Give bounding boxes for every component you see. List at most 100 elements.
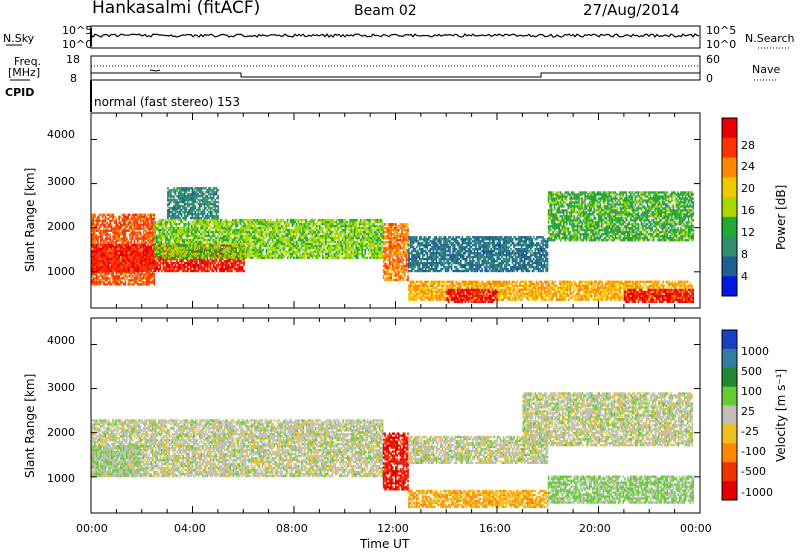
data-cell (251, 246, 254, 250)
data-cell (150, 227, 152, 230)
data-cell (296, 226, 298, 230)
data-cell (100, 281, 102, 284)
data-cell (372, 244, 374, 248)
data-cell (268, 236, 271, 240)
nsky-tick-high: 10^5 (62, 24, 92, 37)
data-cell (186, 263, 189, 267)
data-cell (341, 238, 344, 242)
data-cell (164, 269, 166, 273)
data-cell (283, 244, 286, 248)
data-cell (92, 221, 95, 224)
data-cell (101, 281, 104, 284)
data-cell (147, 250, 149, 253)
data-cell (236, 228, 239, 232)
data-cell (197, 222, 199, 226)
data-cell (103, 281, 105, 284)
data-cell (184, 248, 187, 252)
data-cell (196, 197, 198, 200)
data-cell (194, 257, 197, 261)
data-cell (242, 228, 245, 232)
data-cell (177, 267, 180, 271)
data-cell (115, 283, 117, 286)
data-cell (379, 242, 382, 246)
data-cell (280, 234, 283, 238)
data-cell (233, 248, 236, 252)
data-cell (277, 238, 280, 242)
data-cell (228, 259, 230, 263)
data-cell (235, 261, 238, 265)
data-cell (332, 248, 335, 252)
data-cell (156, 261, 159, 265)
data-cell (95, 229, 98, 232)
data-cell (159, 263, 162, 267)
data-cell (189, 248, 192, 252)
data-cell (340, 224, 342, 228)
data-cell (314, 232, 316, 236)
data-cell (138, 241, 140, 244)
data-cell (261, 220, 263, 224)
data-cell (325, 220, 327, 224)
data-cell (180, 257, 183, 261)
data-cell (190, 203, 192, 206)
data-cell (356, 240, 359, 244)
data-cell (153, 269, 155, 273)
data-cell (238, 254, 240, 257)
data-cell (203, 257, 206, 261)
data-cell (158, 244, 160, 247)
data-cell (138, 245, 140, 248)
data-cell (244, 240, 246, 244)
data-cell (323, 256, 325, 259)
data-cell (194, 265, 197, 269)
data-cell (352, 222, 354, 226)
data-cell (335, 230, 338, 234)
data-cell (302, 248, 304, 252)
data-cell (223, 267, 226, 271)
data-cell (277, 236, 280, 240)
data-cell (280, 246, 283, 250)
data-cell (221, 269, 224, 273)
data-cell (289, 240, 292, 244)
data-cell (293, 242, 295, 246)
data-cell (148, 255, 151, 259)
data-cell (144, 227, 146, 230)
data-cell (378, 250, 380, 253)
data-cell (227, 232, 230, 236)
data-cell (95, 223, 98, 226)
data-cell (271, 246, 274, 250)
data-cell (196, 193, 198, 196)
data-cell (214, 257, 216, 261)
data-cell (230, 228, 233, 232)
data-cell (212, 246, 214, 250)
data-cell (224, 252, 227, 255)
data-cell (184, 218, 187, 222)
data-cell (372, 252, 374, 255)
data-cell (148, 227, 151, 230)
data-cell (153, 251, 155, 254)
data-cell (101, 250, 104, 253)
data-cell (91, 281, 93, 284)
data-cell (299, 254, 301, 257)
data-cell (317, 256, 319, 259)
data-cell (234, 261, 236, 265)
data-cell (178, 248, 181, 252)
data-cell (124, 229, 127, 232)
data-cell (318, 226, 321, 230)
data-cell (150, 223, 152, 226)
data-cell (331, 256, 333, 259)
data-cell (129, 237, 131, 240)
data-cell (91, 261, 93, 265)
data-cell (337, 234, 339, 238)
data-cell (376, 220, 379, 224)
data-cell (145, 233, 148, 236)
data-cell (355, 226, 357, 230)
data-cell (145, 281, 148, 284)
data-cell (367, 248, 370, 252)
data-cell (132, 231, 134, 234)
data-cell (198, 248, 201, 252)
data-cell (181, 240, 184, 244)
data-cell (213, 244, 216, 248)
data-cell (247, 240, 249, 244)
data-cell (229, 261, 232, 265)
data-cell (258, 236, 260, 240)
data-cell (104, 231, 107, 234)
